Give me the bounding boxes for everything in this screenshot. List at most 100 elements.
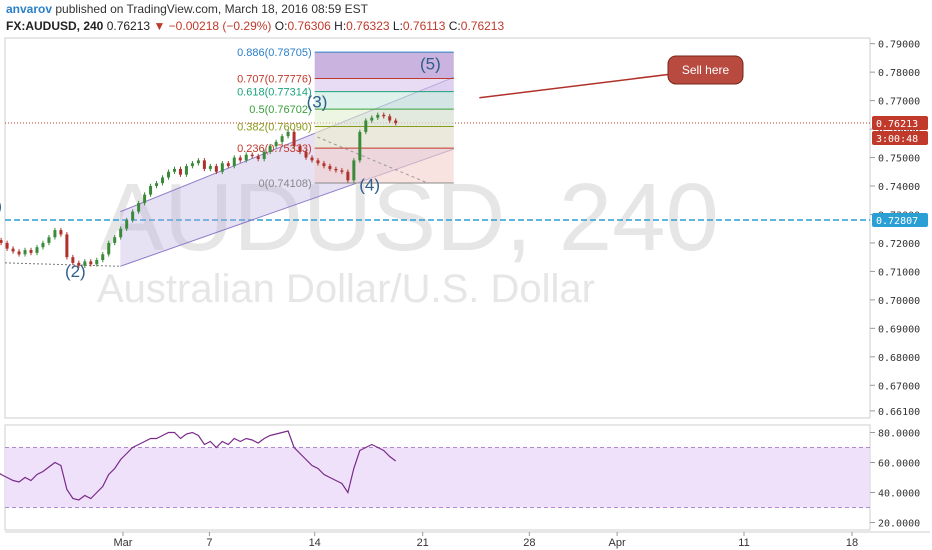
candle-body xyxy=(232,157,236,167)
price-tick-label: 0.75000 xyxy=(878,154,920,165)
rsi-tick-label: 60.0000 xyxy=(878,459,920,470)
elliott-wave-label: (3) xyxy=(307,93,328,112)
candle-body xyxy=(190,163,194,167)
elliott-wave-label: (5) xyxy=(420,54,441,73)
candle-body xyxy=(29,250,33,253)
candle-body xyxy=(89,261,93,265)
candle-body xyxy=(394,120,398,124)
time-tick-label: Apr xyxy=(609,537,626,549)
candle-body xyxy=(346,171,350,181)
candle-body xyxy=(101,254,105,261)
fib-zone xyxy=(314,91,454,110)
candle-body xyxy=(196,160,200,164)
rsi-band xyxy=(5,447,870,508)
candle-body xyxy=(77,262,81,266)
candle-body xyxy=(184,166,188,175)
fib-zone xyxy=(314,126,454,149)
time-tick-label: 28 xyxy=(523,537,535,549)
sell-annotation[interactable]: Sell here xyxy=(479,55,744,99)
candle-body xyxy=(149,186,153,195)
price-tick-label: 0.71000 xyxy=(878,267,920,278)
candle-body xyxy=(23,250,27,255)
candle-body xyxy=(137,203,141,212)
candle-body xyxy=(59,230,63,235)
candle-body xyxy=(250,154,254,157)
rsi-tick-label: 40.0000 xyxy=(878,489,920,500)
rsi-line xyxy=(0,430,397,501)
candle-body xyxy=(238,157,242,161)
candle-body xyxy=(298,146,302,152)
drawing-tools[interactable]: 0.886(0.78705) 0.707(0.77776)0.618(0.7731… xyxy=(0,47,870,281)
candle-body xyxy=(268,146,272,152)
candle-body xyxy=(107,242,111,255)
candle-body xyxy=(244,154,248,161)
rsi-tick-label: 80.0000 xyxy=(878,429,920,440)
close-label: C: xyxy=(448,19,461,33)
price-tick-label: 0.68000 xyxy=(878,353,920,364)
price-tick-label: 0.72000 xyxy=(878,239,920,250)
fib-level-label: 0.886(0.78705) xyxy=(237,47,312,59)
candle-body xyxy=(208,166,212,169)
candle-body xyxy=(0,240,3,243)
candle-body xyxy=(358,131,362,161)
price-tick-label: 0.69000 xyxy=(878,324,920,335)
candle-body xyxy=(143,194,147,204)
fib-trend-line xyxy=(317,136,429,184)
fib-level-label: 0.707(0.77776) xyxy=(237,74,312,86)
price-tick-label: 0.77000 xyxy=(878,97,920,108)
candle-body xyxy=(352,160,356,181)
price-marker-label: 0.72807 xyxy=(876,216,918,227)
candle-body xyxy=(382,114,386,117)
elliott-wave-label: (4) xyxy=(359,176,380,195)
candle-body xyxy=(11,248,15,252)
candle-body xyxy=(226,163,230,167)
fib-level-label: 0.382(0.76090) xyxy=(237,122,312,134)
watermark-description: Australian Dollar/U.S. Dollar xyxy=(97,267,595,311)
price-tick-label: 0.74000 xyxy=(878,182,920,193)
price-tick-label: 0.76000 xyxy=(878,125,920,136)
candle-body xyxy=(214,166,218,172)
candle-body xyxy=(388,116,392,121)
chart-header-quote: FX:AUDUSD, 240 0.76213 ▼ −0.00218 (−0.29… xyxy=(6,19,504,33)
fib-zone xyxy=(314,78,454,92)
candle-body xyxy=(292,131,296,147)
candle-body xyxy=(202,160,206,169)
candle-body xyxy=(65,234,69,258)
price-tick-label: 0.66100 xyxy=(878,407,920,418)
trendline-extension xyxy=(4,262,121,267)
candle-body xyxy=(35,247,39,253)
candle-body xyxy=(167,171,171,178)
candle-body xyxy=(41,242,45,248)
elliott-wave-label: (2) xyxy=(65,262,86,281)
fib-zone xyxy=(314,52,454,79)
price-marker-label: 0.76213 xyxy=(876,119,918,130)
candle-body xyxy=(220,163,224,172)
price-tick-label: 0.79000 xyxy=(878,40,920,51)
high-value: 0.76323 xyxy=(346,19,390,33)
candle-body xyxy=(155,183,159,187)
candle-body xyxy=(125,220,129,229)
candle-body xyxy=(376,114,380,118)
author-name[interactable]: anvarov xyxy=(6,2,53,16)
time-tick-label: Mar xyxy=(114,537,133,549)
candle-body xyxy=(274,141,278,147)
candle-body xyxy=(334,168,338,171)
sell-callout-label: Sell here xyxy=(682,63,730,77)
fib-zone xyxy=(314,148,454,183)
price-axis[interactable]: 0.79000 0.78000 0.77000 0.76000 0.75000 0.740… xyxy=(114,40,928,549)
time-tick-label: 11 xyxy=(738,537,749,549)
price-marker-label: 3:00:48 xyxy=(876,134,918,145)
time-tick-label: 21 xyxy=(417,537,429,549)
candle-body xyxy=(47,237,51,243)
candle-body xyxy=(17,251,21,255)
candle-body xyxy=(280,136,284,142)
candlestick-series xyxy=(0,112,398,268)
price-tick-label: 0.67000 xyxy=(878,381,920,392)
symbol-label[interactable]: FX:AUDUSD, 240 xyxy=(6,19,104,33)
candle-body xyxy=(340,170,344,172)
candle-body xyxy=(172,168,176,172)
candle-body xyxy=(322,163,326,167)
candle-body xyxy=(316,160,320,164)
close-value: 0.76213 xyxy=(460,19,505,33)
